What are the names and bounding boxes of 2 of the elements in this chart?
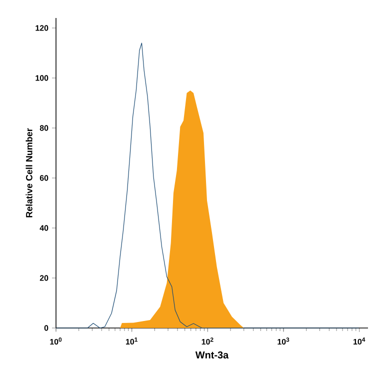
y-axis-title: Relative Cell Number [26, 128, 32, 218]
x-axis-title: Wnt-3a [195, 351, 229, 358]
